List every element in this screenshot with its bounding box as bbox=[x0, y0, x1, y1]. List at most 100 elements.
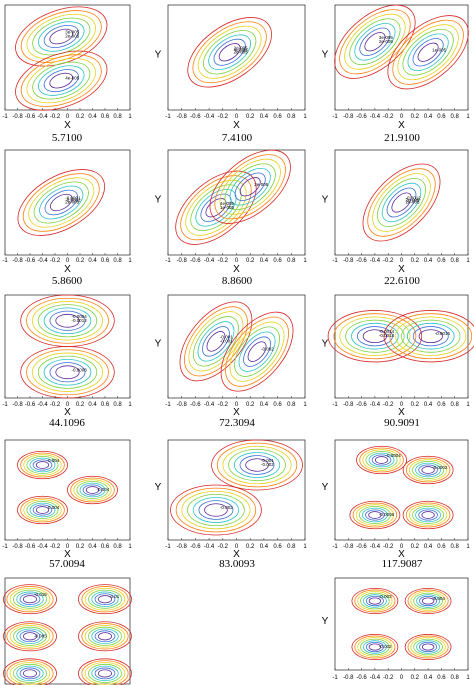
contour-label: -0.002 bbox=[261, 347, 274, 352]
contour-line bbox=[49, 28, 74, 45]
x-tick-label: -0.2 bbox=[50, 544, 61, 550]
contour-line bbox=[43, 358, 92, 386]
contour-line bbox=[37, 355, 98, 389]
x-tick-label: -1 bbox=[165, 544, 171, 550]
contour-line bbox=[33, 181, 89, 224]
x-tick-label: 0.2 bbox=[76, 258, 85, 264]
x-tick-label: -1 bbox=[2, 544, 8, 550]
contour-line bbox=[181, 490, 251, 530]
contour-line bbox=[16, 591, 44, 607]
contour-line bbox=[234, 172, 266, 201]
contour-line bbox=[418, 464, 438, 476]
x-tick-label: -0.2 bbox=[383, 114, 394, 120]
x-tick-label: -0.8 bbox=[12, 402, 23, 408]
x-tick-label: 0.8 bbox=[113, 544, 122, 550]
x-axis-label: X bbox=[233, 549, 240, 560]
contour-line bbox=[206, 331, 226, 352]
contour-label: 2e-005 bbox=[65, 200, 80, 205]
contour-label: -0.0008 bbox=[72, 367, 88, 372]
x-tick-label: -0.6 bbox=[190, 258, 201, 264]
contour-line bbox=[419, 595, 438, 607]
contour-line bbox=[9, 624, 51, 648]
contour-line bbox=[362, 449, 401, 471]
x-tick-label: -0.4 bbox=[204, 544, 215, 550]
contour-line bbox=[49, 310, 86, 331]
panel-caption: 5.8600 bbox=[52, 275, 83, 287]
contour-label: 3e-005 bbox=[65, 30, 80, 35]
contour-line bbox=[16, 628, 44, 644]
x-tick-label: 0.4 bbox=[424, 258, 433, 264]
contour-line bbox=[91, 628, 119, 644]
panel-caption: 44.1096 bbox=[49, 417, 85, 429]
x-tick-label: 0.4 bbox=[88, 402, 97, 408]
x-tick-label: -0.4 bbox=[204, 114, 215, 120]
contour-line bbox=[97, 595, 113, 604]
contour-label: -0.001 bbox=[220, 334, 233, 339]
x-tick-label: 0.6 bbox=[273, 544, 282, 550]
panel: -0.003 -0.004 -0.002 -1 -0.8 -0.6 -0.4 -0.2 0 0.2… bbox=[322, 577, 470, 681]
contour-line bbox=[364, 32, 386, 52]
x-tick-label: -0.8 bbox=[12, 544, 23, 550]
contour-line bbox=[361, 507, 388, 523]
x-tick-label: 0.6 bbox=[437, 675, 446, 681]
contour-label: -0.0004 bbox=[386, 453, 402, 458]
contour-line bbox=[22, 595, 38, 604]
x-tick-label: 1 bbox=[466, 402, 470, 408]
contour-label: -0.0014 bbox=[379, 329, 395, 334]
contour-label: -0.004 bbox=[432, 596, 445, 601]
x-tick-label: 1 bbox=[303, 258, 307, 264]
x-tick-label: 0 bbox=[66, 402, 70, 408]
plot-frame bbox=[4, 149, 131, 256]
contour-line bbox=[408, 504, 448, 526]
contour-line bbox=[413, 638, 443, 656]
contour-line bbox=[401, 319, 461, 353]
x-tick-label: -0.4 bbox=[370, 114, 381, 120]
contour-line bbox=[345, 319, 405, 353]
contour-line bbox=[368, 643, 382, 651]
x-tick-label: -1 bbox=[332, 114, 338, 120]
x-tick-label: -0.2 bbox=[50, 402, 61, 408]
panel: -0.015 -0.01 -0.005 bbox=[3, 577, 132, 685]
x-tick-label: 0.8 bbox=[451, 675, 460, 681]
contour-label: -0.01 bbox=[109, 594, 120, 599]
contour-line bbox=[88, 589, 122, 609]
x-tick-label: -1 bbox=[165, 114, 171, 120]
contour-line bbox=[368, 597, 382, 605]
x-tick-label: 0.6 bbox=[273, 114, 282, 120]
contour-line bbox=[412, 326, 449, 347]
x-tick-label: 0 bbox=[400, 258, 404, 264]
contour-label: 2e-005 bbox=[254, 182, 269, 187]
x-tick-label: 0.2 bbox=[411, 402, 420, 408]
x-tick-label: 1 bbox=[303, 114, 307, 120]
x-tick-label: -0.2 bbox=[218, 258, 229, 264]
x-tick-label: -0.8 bbox=[177, 402, 188, 408]
plot-frame bbox=[167, 149, 306, 256]
contour-line bbox=[184, 306, 248, 377]
contour-line bbox=[19, 593, 41, 606]
contour-line bbox=[377, 178, 426, 227]
contour-line bbox=[415, 507, 442, 523]
contour-line bbox=[359, 447, 404, 473]
x-tick-label: 0 bbox=[400, 675, 404, 681]
contour-line bbox=[356, 326, 393, 347]
contour-label: 1e-005 bbox=[432, 47, 447, 52]
x-tick-label: -0.8 bbox=[343, 114, 354, 120]
contour-line bbox=[416, 594, 441, 608]
x-tick-label: 0.8 bbox=[451, 402, 460, 408]
plot-frame bbox=[334, 149, 469, 256]
contour-line bbox=[79, 482, 106, 498]
contour-line bbox=[6, 623, 54, 650]
x-tick-label: -0.6 bbox=[190, 402, 201, 408]
x-axis-label: X bbox=[64, 407, 71, 418]
contour-line bbox=[31, 301, 104, 341]
x-tick-label: 0 bbox=[400, 114, 404, 120]
x-tick-label: 0.2 bbox=[246, 402, 255, 408]
contour-line bbox=[354, 23, 396, 61]
panel-caption: 5.7100 bbox=[52, 132, 83, 144]
contour-line bbox=[180, 175, 252, 241]
x-tick-label: 0.2 bbox=[76, 402, 85, 408]
contour-line bbox=[371, 454, 392, 466]
contour-line bbox=[16, 665, 44, 682]
